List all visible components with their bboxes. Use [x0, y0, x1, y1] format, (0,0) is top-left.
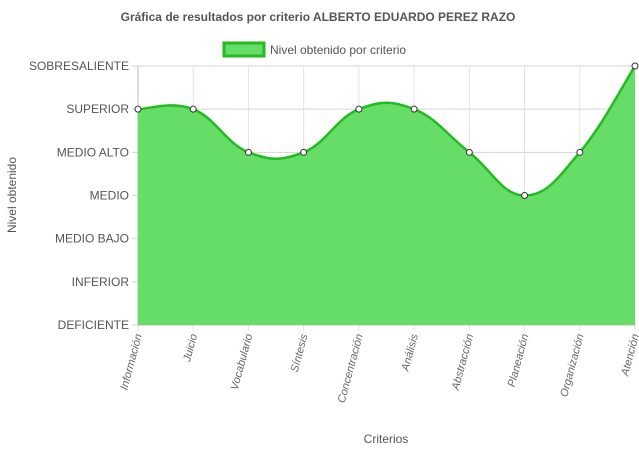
- y-axis-ticks: DEFICIENTE INFERIOR MEDIO BAJO MEDIO MEDIO A…: [29, 59, 129, 332]
- x-tick-label: Información: [118, 333, 144, 392]
- x-tick-label: Atención: [619, 333, 639, 378]
- x-tick-label: Organización: [558, 333, 586, 399]
- y-tick-label: MEDIO BAJO: [55, 232, 129, 246]
- data-point-8[interactable]: [576, 148, 584, 156]
- x-tick-label: Concentración: [336, 333, 366, 405]
- data-point-3[interactable]: [300, 148, 308, 156]
- y-tick-label: MEDIO ALTO: [57, 145, 129, 159]
- data-point-2[interactable]: [244, 148, 252, 156]
- legend-swatch[interactable]: [222, 41, 266, 58]
- chart-title: Gráfica de resultados por criterio ALBER…: [121, 10, 516, 24]
- x-axis-label: Criterios: [364, 432, 409, 446]
- y-axis-label: Nivel obtenido: [5, 157, 19, 233]
- y-tick-label: MEDIO: [90, 189, 129, 203]
- y-tick-label: INFERIOR: [72, 275, 130, 289]
- data-point-4[interactable]: [355, 105, 363, 113]
- legend[interactable]: Nivel obtenido por criterio: [222, 41, 406, 58]
- x-axis-ticks: Información Juicio Vocabulario Síntesis Conc…: [118, 332, 639, 404]
- x-tick-label: Juicio: [181, 333, 200, 364]
- x-tick-label: Abstracción: [450, 333, 477, 393]
- x-tick-label: Síntesis: [289, 332, 311, 373]
- y-tick-label: DEFICIENTE: [58, 318, 129, 332]
- legend-label[interactable]: Nivel obtenido por criterio: [270, 43, 406, 57]
- y-tick-label: SUPERIOR: [66, 102, 129, 116]
- data-point-9[interactable]: [631, 62, 639, 70]
- data-point-0[interactable]: [134, 105, 142, 113]
- points-layer: [134, 62, 639, 199]
- data-point-1[interactable]: [189, 105, 197, 113]
- x-tick-label: Planeación: [506, 333, 532, 389]
- data-point-6[interactable]: [465, 148, 473, 156]
- series-line: [137, 65, 637, 197]
- x-tick-label: Análisis: [399, 332, 421, 373]
- data-point-5[interactable]: [410, 105, 418, 113]
- series-area: [138, 66, 635, 325]
- area-layer: [137, 65, 637, 325]
- y-tick-label: SOBRESALIENTE: [29, 59, 129, 73]
- x-tick-label: Vocabulario: [229, 333, 256, 392]
- data-point-7[interactable]: [521, 192, 529, 199]
